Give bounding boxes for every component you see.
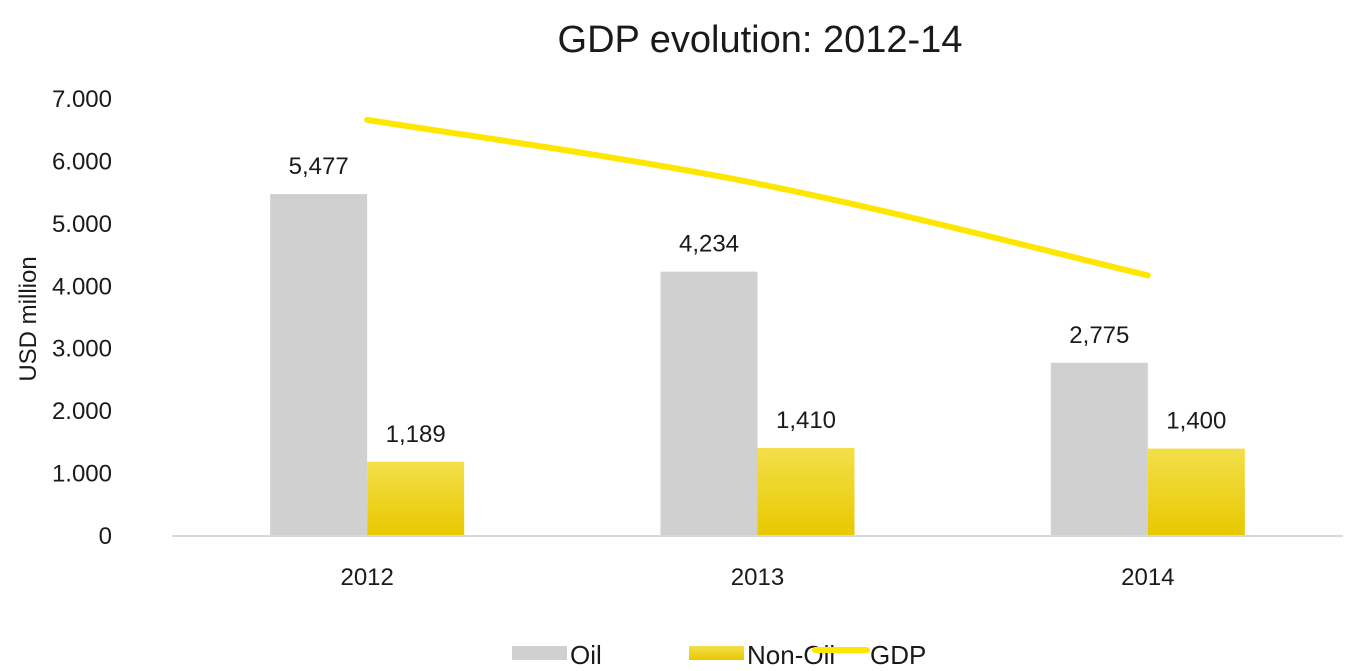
bar-data-label: 1,410 [776, 407, 836, 434]
bar-data-label: 2,775 [1069, 322, 1129, 349]
x-tick-label: 2014 [1121, 564, 1174, 591]
bar-non-oil-2012 [367, 461, 465, 536]
bar-non-oil-2014 [1147, 448, 1245, 536]
x-tick-label: 2012 [340, 564, 393, 591]
legend-label-oil: Oil [570, 640, 602, 670]
legend-swatch-oil [512, 646, 567, 660]
y-tick-label: 3.000 [52, 336, 112, 363]
gdp-line [364, 116, 1151, 279]
y-tick-label: 5.000 [52, 211, 112, 238]
bar-data-label: 4,234 [679, 231, 739, 258]
gdp-line-layer [364, 116, 1151, 279]
bar-data-label: 5,477 [289, 153, 349, 180]
bar-oil-2014 [1050, 362, 1148, 536]
legend: Oil Non-Oil GDP [512, 640, 926, 670]
y-tick-label: 1.000 [52, 461, 112, 488]
y-tick-label: 4.000 [52, 273, 112, 300]
y-axis-label: USD million [15, 256, 42, 381]
y-tick-label: 0 [99, 523, 112, 550]
x-axis-ticks: 2012 2013 2014 [340, 564, 1174, 591]
legend-label-gdp: GDP [870, 640, 926, 670]
bar-data-labels: 5,477 4,234 2,775 1,189 1,410 1,400 [289, 153, 1227, 448]
legend-swatch-non-oil [689, 646, 744, 660]
bar-data-label: 1,189 [386, 421, 446, 448]
bar-oil-2012 [270, 194, 368, 536]
bar-data-label: 1,400 [1166, 408, 1226, 435]
bar-non-oil-2013 [757, 447, 855, 536]
x-tick-label: 2013 [731, 564, 784, 591]
bar-marks [270, 194, 1245, 536]
bar-oil-2013 [660, 271, 758, 536]
y-tick-label: 2.000 [52, 398, 112, 425]
chart-title: GDP evolution: 2012-14 [558, 19, 963, 61]
y-axis-ticks: 0 1.000 2.000 3.000 4.000 5.000 6.000 7.000 [52, 86, 112, 550]
y-tick-label: 6.000 [52, 148, 112, 175]
y-tick-label: 7.000 [52, 86, 112, 113]
legend-label-non-oil: Non-Oil [747, 640, 835, 670]
